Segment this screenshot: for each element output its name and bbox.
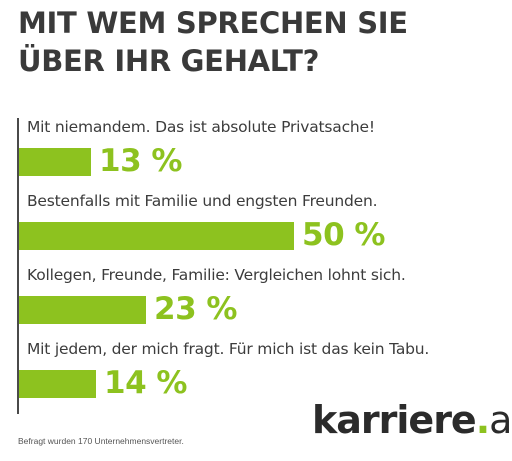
bar: [19, 296, 146, 324]
logo-tld: at: [489, 398, 512, 442]
category-label: Kollegen, Freunde, Familie: Vergleichen …: [27, 266, 406, 284]
chart-title: MIT WEM SPRECHEN SIE ÜBER IHR GEHALT?: [18, 4, 498, 80]
bar: [19, 370, 96, 398]
karriere-logo: karriere.at: [312, 398, 512, 442]
category-label: Mit jedem, der mich fragt. Für mich ist …: [27, 340, 430, 358]
value-label: 14 %: [104, 365, 188, 401]
title-line-1: MIT WEM SPRECHEN SIE: [18, 6, 408, 40]
title-line-2: ÜBER IHR GEHALT?: [18, 44, 320, 78]
category-label: Bestenfalls mit Familie und engsten Freu…: [27, 192, 378, 210]
logo-dot: .: [475, 398, 490, 442]
axis-line: [17, 118, 19, 414]
logo-name: karriere: [312, 398, 477, 442]
value-label: 50 %: [302, 217, 386, 253]
footnote: Befragt wurden 170 Unternehmensvertreter…: [18, 436, 184, 446]
value-label: 23 %: [154, 291, 238, 327]
value-label: 13 %: [99, 143, 183, 179]
category-label: Mit niemandem. Das ist absolute Privatsa…: [27, 118, 375, 136]
bar: [19, 148, 91, 176]
bar: [19, 222, 294, 250]
